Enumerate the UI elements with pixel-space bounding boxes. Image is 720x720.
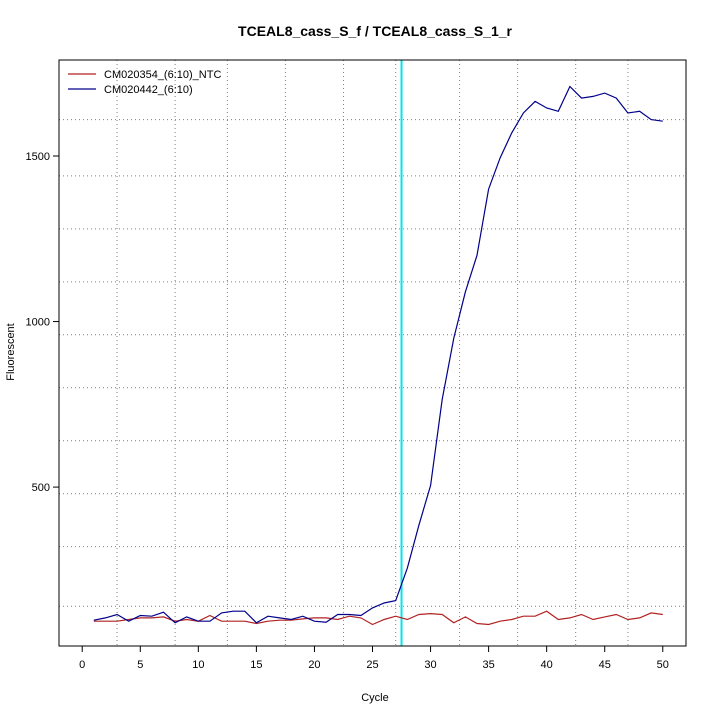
plot-frame bbox=[58, 59, 687, 647]
series-line-2 bbox=[93, 85, 663, 624]
x-axis-label: Cycle bbox=[361, 692, 389, 704]
x-tick-label: 20 bbox=[308, 659, 320, 671]
x-tick-label: 45 bbox=[599, 659, 611, 671]
x-tick-label: 10 bbox=[192, 659, 204, 671]
y-tick-label: 1000 bbox=[26, 317, 50, 329]
x-tick-label: 5 bbox=[137, 659, 143, 671]
x-tick-label: 30 bbox=[424, 659, 436, 671]
legend: CM020354_(6:10)_NTC CM020442_(6:10) bbox=[68, 69, 221, 96]
x-tick-label: 0 bbox=[79, 659, 85, 671]
series-lines bbox=[93, 85, 663, 626]
x-axis: 0 5 10 15 20 25 30 35 40 45 50 bbox=[79, 645, 669, 671]
x-tick-label: 40 bbox=[541, 659, 553, 671]
chart-title: TCEAL8_cass_S_f / TCEAL8_cass_S_1_r bbox=[238, 23, 512, 39]
grid bbox=[59, 60, 686, 646]
legend-label: CM020442_(6:10) bbox=[104, 84, 193, 96]
y-axis: 500 1000 1500 bbox=[26, 151, 60, 494]
series-line-1 bbox=[93, 610, 663, 626]
x-tick-label: 25 bbox=[366, 659, 378, 671]
x-tick-label: 50 bbox=[657, 659, 669, 671]
x-tick-label: 35 bbox=[482, 659, 494, 671]
y-tick-label: 500 bbox=[32, 482, 50, 494]
legend-label: CM020354_(6:10)_NTC bbox=[104, 69, 221, 81]
y-tick-label: 1500 bbox=[26, 151, 50, 163]
x-tick-label: 15 bbox=[250, 659, 262, 671]
y-axis-label: Fluorescent bbox=[5, 323, 17, 380]
